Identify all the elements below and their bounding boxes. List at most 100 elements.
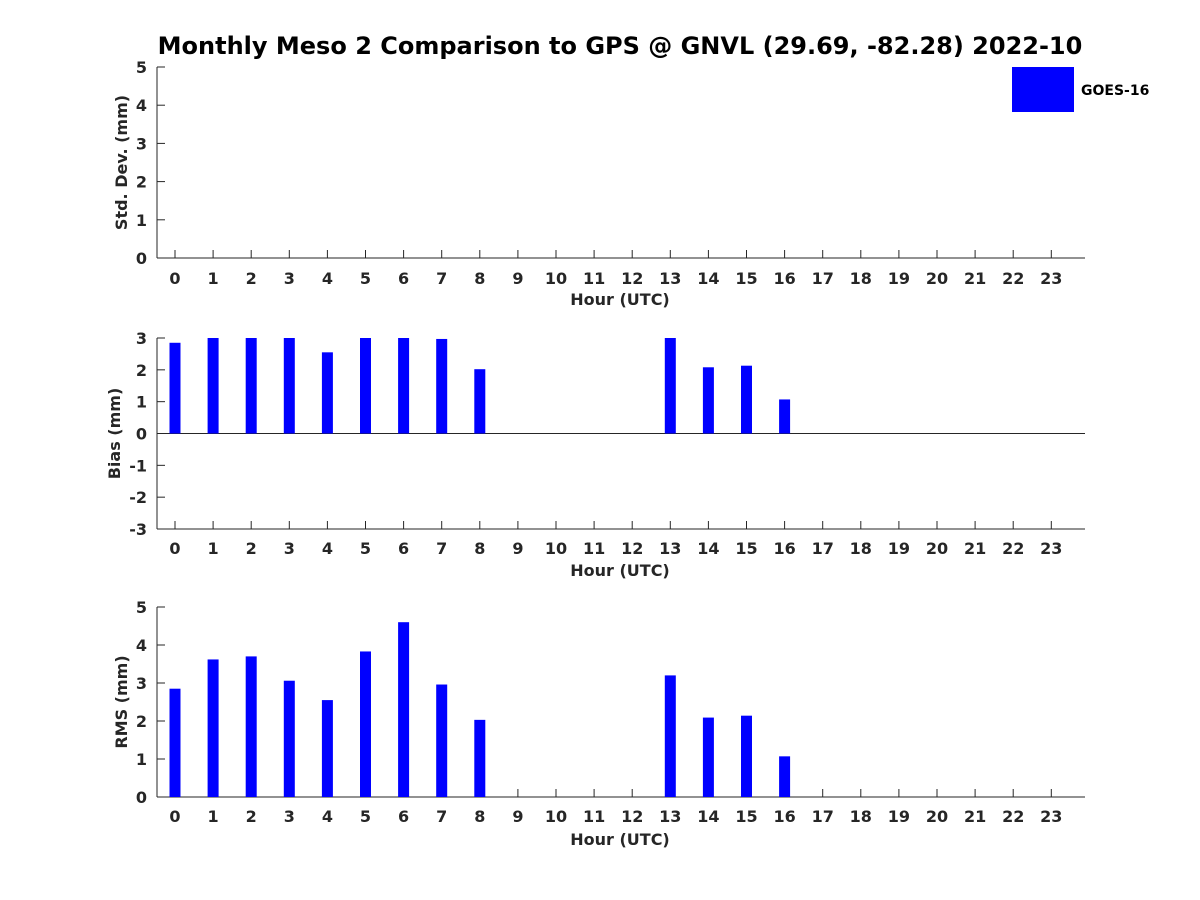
y-tick-label: 4 (136, 96, 147, 115)
x-tick-label: 23 (1040, 539, 1062, 558)
bar (779, 756, 791, 797)
y-tick-label: 4 (136, 636, 147, 655)
x-tick-label: 6 (398, 539, 409, 558)
x-tick-label: 1 (208, 269, 219, 288)
x-tick-label: 16 (773, 539, 795, 558)
bar (360, 338, 371, 434)
x-tick-label: 6 (398, 269, 409, 288)
x-tick-label: 14 (697, 807, 719, 826)
x-tick-label: 11 (583, 807, 605, 826)
x-tick-label: 11 (583, 269, 605, 288)
x-tick-label: 18 (850, 269, 872, 288)
x-tick-label: 8 (474, 539, 485, 558)
x-tick-label: 21 (964, 539, 986, 558)
x-tick-label: 3 (284, 269, 295, 288)
bar (207, 659, 219, 797)
y-tick-label: 0 (136, 788, 147, 807)
bar (245, 656, 257, 797)
y-tick-label: 2 (136, 712, 147, 731)
x-tick-label: 10 (545, 539, 567, 558)
y-tick-label: 2 (136, 173, 147, 192)
bar (436, 684, 448, 797)
bar (664, 338, 676, 434)
bar (779, 399, 791, 434)
x-tick-label: 7 (436, 807, 447, 826)
x-tick-label: 0 (169, 539, 180, 558)
bar (207, 338, 219, 434)
x-tick-label: 8 (474, 269, 485, 288)
x-tick-label: 17 (812, 539, 834, 558)
x-tick-label: 23 (1040, 269, 1062, 288)
y-axis-label: RMS (mm) (112, 655, 131, 748)
x-tick-label: 20 (926, 807, 948, 826)
y-tick-label: 3 (136, 134, 147, 153)
y-tick-label: 3 (136, 674, 147, 693)
bar (436, 338, 448, 434)
y-tick-label: 2 (136, 361, 147, 380)
x-tick-label: 0 (169, 807, 180, 826)
x-tick-label: 1 (208, 807, 219, 826)
legend-label: GOES-16 (1081, 83, 1149, 99)
y-axis-label: Std. Dev. (mm) (112, 95, 131, 230)
x-tick-label: 18 (850, 807, 872, 826)
y-tick-label: 0 (136, 249, 147, 268)
x-tick-label: 23 (1040, 807, 1062, 826)
x-tick-label: 7 (436, 269, 447, 288)
bar (283, 680, 295, 797)
x-tick-label: 19 (888, 807, 910, 826)
x-tick-label: 2 (246, 269, 257, 288)
x-tick-label: 6 (398, 807, 409, 826)
legend-swatch (1012, 67, 1074, 112)
bar (398, 622, 410, 797)
x-tick-label: 20 (926, 539, 948, 558)
y-tick-label: 1 (136, 393, 147, 412)
x-tick-label: 12 (621, 269, 643, 288)
x-tick-label: 13 (659, 269, 681, 288)
y-tick-label: 5 (136, 598, 147, 617)
bar (741, 365, 752, 434)
x-tick-label: 9 (512, 269, 523, 288)
bar (169, 342, 181, 434)
x-tick-label: 2 (246, 807, 257, 826)
x-tick-label: 17 (812, 807, 834, 826)
x-tick-label: 12 (621, 539, 643, 558)
bar (702, 717, 714, 797)
chart-title: Monthly Meso 2 Comparison to GPS @ GNVL … (158, 32, 1083, 60)
x-tick-label: 21 (964, 807, 986, 826)
x-tick-label: 3 (284, 807, 295, 826)
bar (283, 338, 295, 434)
x-tick-label: 18 (850, 539, 872, 558)
x-tick-label: 15 (735, 269, 757, 288)
x-tick-label: 22 (1002, 807, 1024, 826)
x-tick-label: 13 (659, 807, 681, 826)
x-tick-label: 17 (812, 269, 834, 288)
x-tick-label: 9 (512, 807, 523, 826)
x-tick-label: 5 (360, 269, 371, 288)
x-tick-label: 10 (545, 807, 567, 826)
x-tick-label: 21 (964, 269, 986, 288)
x-tick-label: 20 (926, 269, 948, 288)
y-tick-label: 3 (136, 329, 147, 348)
x-tick-label: 2 (246, 539, 257, 558)
bar (474, 369, 486, 434)
x-tick-label: 16 (773, 269, 795, 288)
y-tick-label: 1 (136, 211, 147, 230)
y-axis-label: Bias (mm) (105, 388, 124, 480)
x-tick-label: 7 (436, 539, 447, 558)
x-tick-label: 15 (735, 807, 757, 826)
bar (474, 719, 486, 797)
y-tick-label: 5 (136, 58, 147, 77)
y-tick-label: 1 (136, 750, 147, 769)
bar (321, 352, 333, 434)
y-tick-label: -3 (129, 520, 147, 539)
x-tick-label: 15 (735, 539, 757, 558)
x-tick-label: 12 (621, 807, 643, 826)
y-tick-label: 0 (136, 425, 147, 444)
x-tick-label: 22 (1002, 539, 1024, 558)
bar (169, 688, 181, 797)
y-tick-label: -1 (129, 456, 147, 475)
x-tick-label: 10 (545, 269, 567, 288)
x-tick-label: 11 (583, 539, 605, 558)
bar (360, 651, 371, 797)
